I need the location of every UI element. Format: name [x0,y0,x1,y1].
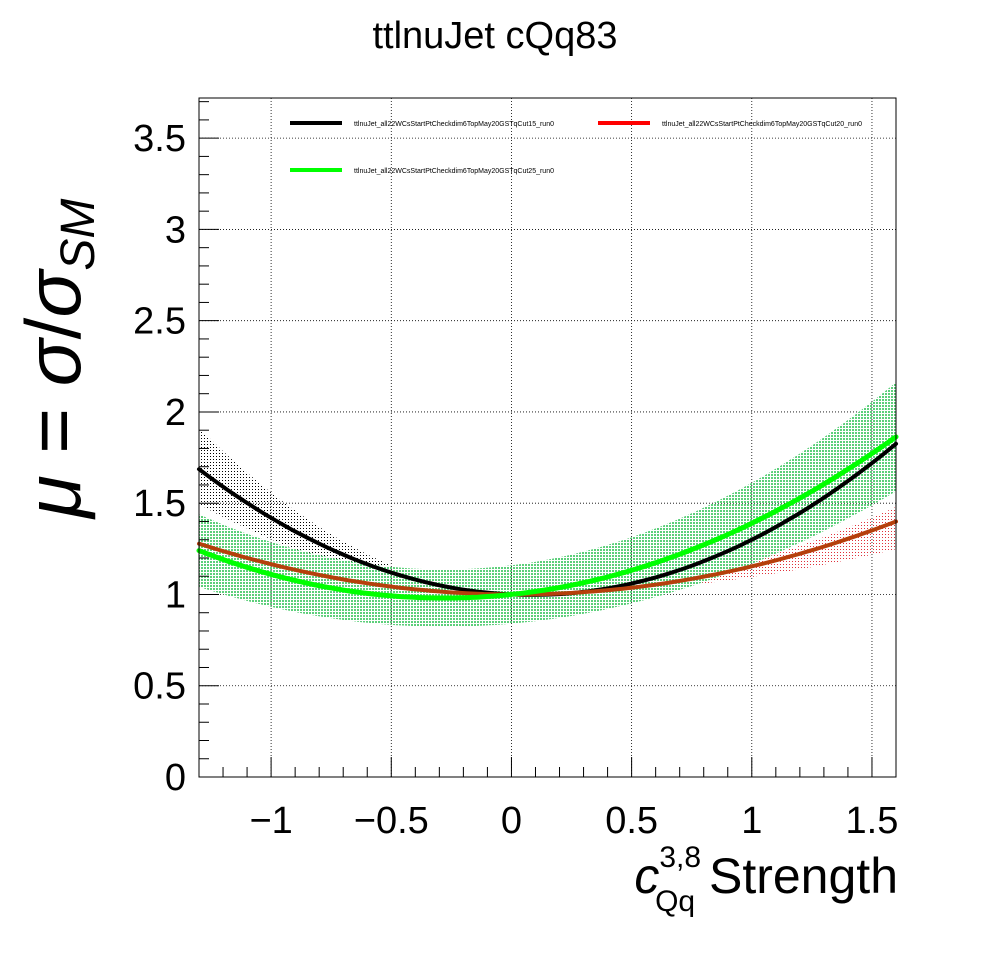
y-axis-label: μ = σ/σSM [9,199,105,520]
y-tick-label: 1.5 [133,483,186,525]
x-tick-label: −0.5 [354,800,429,842]
x-tick-label: 0.5 [605,800,658,842]
y-tick-label: 1 [165,574,186,616]
y-tick-labels: 0 0.5 1 1.5 2 2.5 3 3.5 [133,118,186,799]
grid [199,98,896,778]
y-tick-label: 2.5 [133,301,186,343]
x-axis-label: c3,8 Qq Strength [634,841,898,918]
plot-frame [198,97,897,778]
chart-title: ttlnuJet cQq83 [372,15,617,57]
y-tick-label: 0 [165,757,186,799]
y-tick-label: 3.5 [133,118,186,160]
x-tick-labels: −1 −0.5 0 0.5 1 1.5 [249,800,898,842]
y-tick-label: 2 [165,392,186,434]
axis-ticks [198,101,897,778]
legend-entry-0: ttlnuJet_all22WCsStartPtCheckdim6TopMay2… [354,121,554,128]
x-tick-label: 1 [741,800,762,842]
y-tick-label: 3 [165,209,186,251]
series-line-2 [196,434,899,601]
x-tick-label: −1 [249,800,292,842]
series-line-1 [197,519,898,597]
legend-entry-1: ttlnuJet_all22WCsStartPtCheckdim6TopMay2… [662,121,862,128]
legend: ttlnuJet_all22WCsStartPtCheckdim6TopMay2… [290,121,862,175]
legend-entry-2: ttlnuJet_all22WCsStartPtCheckdim6TopMay2… [354,168,554,175]
y-tick-label: 0.5 [133,666,186,708]
x-tick-label: 1.5 [846,800,899,842]
series-lines [196,434,899,601]
x-tick-label: 0 [501,800,522,842]
